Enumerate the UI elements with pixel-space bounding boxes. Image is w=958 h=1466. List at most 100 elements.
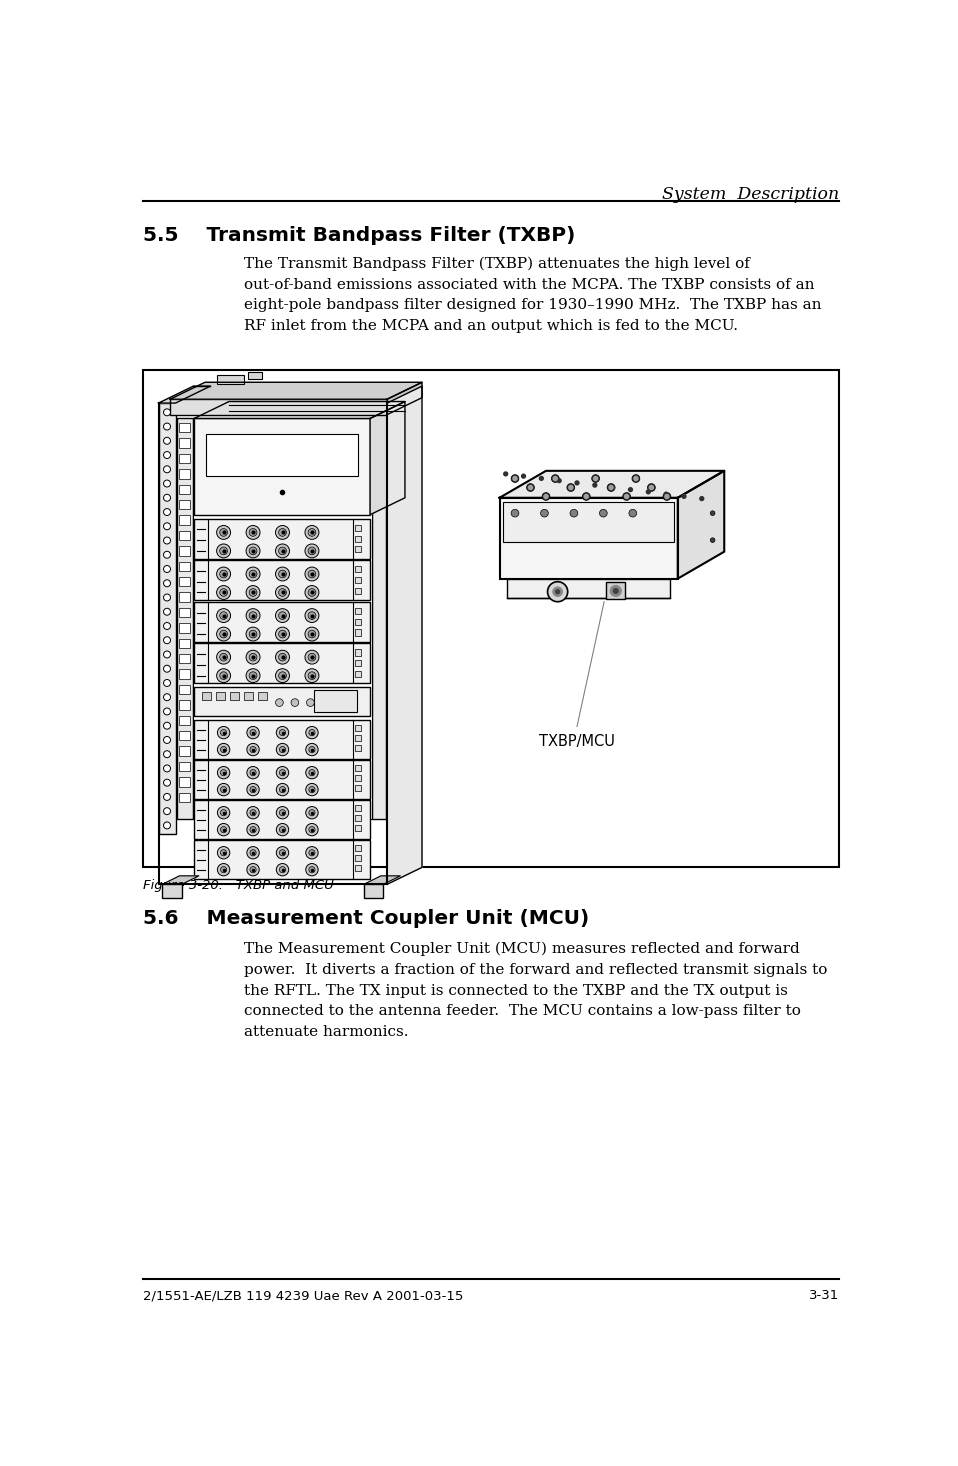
Circle shape xyxy=(569,485,573,490)
Circle shape xyxy=(710,538,715,542)
Circle shape xyxy=(250,850,256,856)
Bar xyxy=(179,592,191,601)
Circle shape xyxy=(280,730,285,736)
Bar xyxy=(143,369,839,866)
Circle shape xyxy=(164,509,171,516)
Circle shape xyxy=(164,736,171,743)
Circle shape xyxy=(307,699,314,707)
Bar xyxy=(194,840,370,880)
Circle shape xyxy=(249,630,257,638)
Bar xyxy=(364,884,383,899)
Circle shape xyxy=(628,509,637,517)
Circle shape xyxy=(306,727,318,739)
Circle shape xyxy=(610,585,621,597)
Text: 5.5    Transmit Bandpass Filter (TXBP): 5.5 Transmit Bandpass Filter (TXBP) xyxy=(143,226,576,245)
Bar xyxy=(499,498,677,579)
Circle shape xyxy=(308,746,315,752)
Circle shape xyxy=(164,551,171,559)
Circle shape xyxy=(276,743,288,756)
Circle shape xyxy=(220,746,227,752)
Circle shape xyxy=(552,475,559,482)
Circle shape xyxy=(306,824,318,836)
Circle shape xyxy=(249,671,257,680)
Circle shape xyxy=(279,589,286,597)
Bar xyxy=(179,793,191,802)
Text: 3-31: 3-31 xyxy=(809,1289,839,1302)
Bar xyxy=(179,732,191,740)
Circle shape xyxy=(279,654,286,661)
Circle shape xyxy=(279,570,286,578)
Circle shape xyxy=(164,680,171,686)
Circle shape xyxy=(308,671,316,680)
Circle shape xyxy=(592,475,600,482)
Circle shape xyxy=(164,608,171,616)
Circle shape xyxy=(164,822,171,828)
Circle shape xyxy=(219,671,227,680)
Circle shape xyxy=(504,472,508,476)
Circle shape xyxy=(280,787,285,793)
Circle shape xyxy=(219,589,227,597)
Circle shape xyxy=(276,608,289,623)
Circle shape xyxy=(217,824,230,836)
Circle shape xyxy=(305,567,319,581)
Circle shape xyxy=(164,566,171,572)
Circle shape xyxy=(276,651,289,664)
Circle shape xyxy=(249,654,257,661)
Circle shape xyxy=(164,479,171,487)
Circle shape xyxy=(291,699,299,707)
Bar xyxy=(179,424,191,432)
Circle shape xyxy=(219,654,227,661)
Bar xyxy=(354,734,361,742)
Circle shape xyxy=(247,863,260,875)
Bar xyxy=(354,784,361,792)
Circle shape xyxy=(647,490,650,494)
Bar xyxy=(354,745,361,751)
Circle shape xyxy=(305,585,319,600)
Circle shape xyxy=(279,630,286,638)
Text: Figure 3-20.   TXBP and MCU: Figure 3-20. TXBP and MCU xyxy=(143,880,334,891)
Bar xyxy=(354,629,361,636)
Polygon shape xyxy=(387,386,422,884)
Circle shape xyxy=(220,787,227,793)
Bar xyxy=(216,692,225,699)
Bar xyxy=(179,608,191,617)
Bar xyxy=(354,765,361,771)
Circle shape xyxy=(250,787,256,793)
Bar xyxy=(243,692,253,699)
Polygon shape xyxy=(162,875,199,884)
Circle shape xyxy=(276,727,288,739)
Polygon shape xyxy=(364,875,400,884)
Circle shape xyxy=(250,730,256,736)
Circle shape xyxy=(305,544,319,559)
Circle shape xyxy=(217,846,230,859)
Circle shape xyxy=(308,866,315,872)
Bar xyxy=(194,761,370,799)
Circle shape xyxy=(250,746,256,752)
Bar xyxy=(194,688,370,717)
Circle shape xyxy=(308,850,315,856)
Bar xyxy=(179,500,191,509)
Bar xyxy=(354,649,361,655)
Circle shape xyxy=(246,608,260,623)
Circle shape xyxy=(217,668,231,683)
Bar xyxy=(194,601,370,642)
Circle shape xyxy=(279,529,286,537)
Circle shape xyxy=(600,509,607,517)
Bar xyxy=(354,865,361,871)
Bar xyxy=(354,525,361,531)
Circle shape xyxy=(164,523,171,529)
Circle shape xyxy=(305,608,319,623)
Circle shape xyxy=(513,476,517,481)
Bar xyxy=(194,418,370,515)
Circle shape xyxy=(164,723,171,729)
Bar xyxy=(230,692,240,699)
Circle shape xyxy=(217,608,231,623)
Bar xyxy=(354,855,361,861)
Circle shape xyxy=(164,623,171,629)
Bar xyxy=(206,434,358,476)
Polygon shape xyxy=(677,471,724,579)
Circle shape xyxy=(217,585,231,600)
Bar xyxy=(179,531,191,539)
Circle shape xyxy=(280,827,285,833)
Bar xyxy=(179,469,191,478)
